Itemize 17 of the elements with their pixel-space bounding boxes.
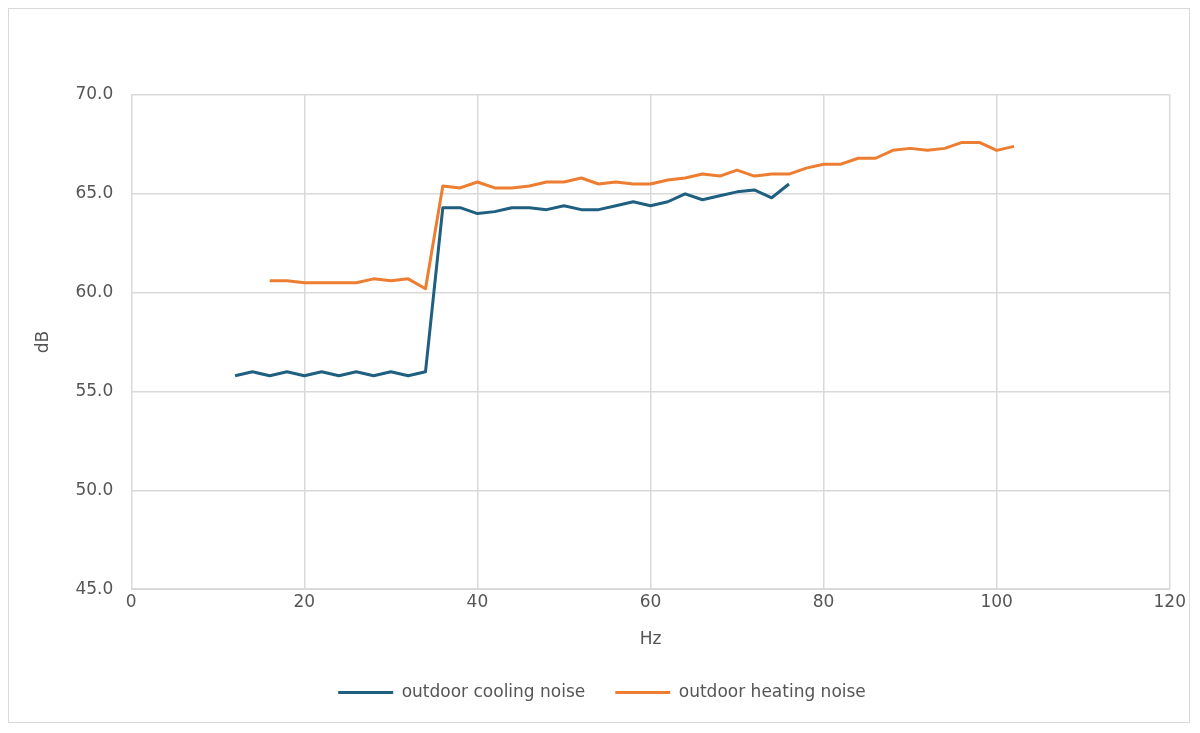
x-tick-label: 80 [812, 590, 835, 611]
x-tick-label: 60 [639, 590, 662, 611]
y-tick-label: 55.0 [75, 379, 114, 400]
x-tick-label: 0 [125, 590, 137, 611]
y-tick-label: 70.0 [75, 83, 114, 104]
x-axis-title: Hz [639, 628, 662, 649]
y-tick-label: 45.0 [75, 577, 114, 598]
x-tick-label: 120 [1153, 590, 1186, 611]
x-tick-label: 40 [466, 590, 489, 611]
x-tick-label: 20 [293, 590, 316, 611]
y-tick-label: 50.0 [75, 478, 114, 499]
legend-label: outdoor cooling noise [401, 680, 586, 701]
y-axis-title: dB [31, 330, 52, 354]
legend-label: outdoor heating noise [678, 680, 866, 701]
x-tick-label: 100 [980, 590, 1013, 611]
y-tick-label: 65.0 [75, 182, 114, 203]
y-tick-label: 60.0 [75, 281, 114, 302]
